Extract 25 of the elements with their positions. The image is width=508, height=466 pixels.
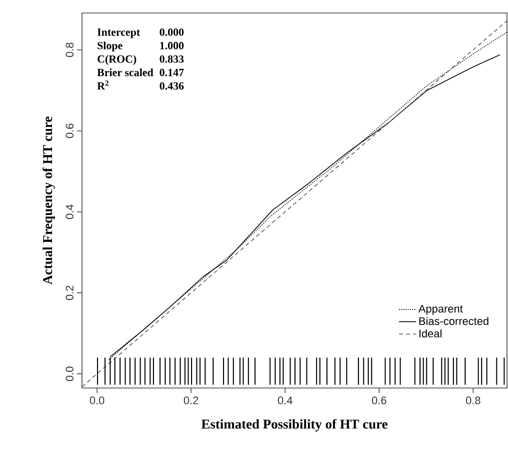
legend-label: Apparent	[418, 304, 463, 315]
annotation: C(ROC)	[98, 55, 136, 65]
x-tick-label: 0.4	[278, 396, 292, 404]
x-tick-label: 0.8	[466, 396, 480, 404]
legend-label: Ideal	[419, 329, 442, 338]
y-axis-title: Actual Frequency of HT cure	[42, 116, 55, 285]
annotation: 0.436	[160, 82, 184, 90]
x-axis-title: Estimated Possibility of HT cure	[201, 419, 388, 432]
y-tick-label: 0.8	[66, 42, 74, 58]
annotation: 0.833	[160, 55, 184, 63]
x-tick-label: 0.0	[90, 396, 104, 404]
y-tick-label: 0.0	[66, 366, 74, 382]
annotation: Slope	[98, 42, 122, 52]
annotation: 0.000	[160, 28, 184, 36]
x-tick-label: 0.2	[184, 396, 198, 404]
annotation: 0.147	[160, 68, 184, 76]
x-tick-label: 0.6	[372, 396, 386, 404]
y-tick-label: 0.4	[66, 204, 74, 220]
annotation: R$^{2}$	[97, 80, 108, 90]
y-tick-label: 0.2	[66, 286, 74, 300]
legend-label: Bias-corrected	[419, 316, 488, 326]
y-tick-label: 0.6	[66, 124, 74, 138]
annotation: Brier scaled	[97, 68, 154, 76]
annotation: Intercept	[97, 28, 140, 38]
annotation: 1.000	[160, 42, 184, 50]
